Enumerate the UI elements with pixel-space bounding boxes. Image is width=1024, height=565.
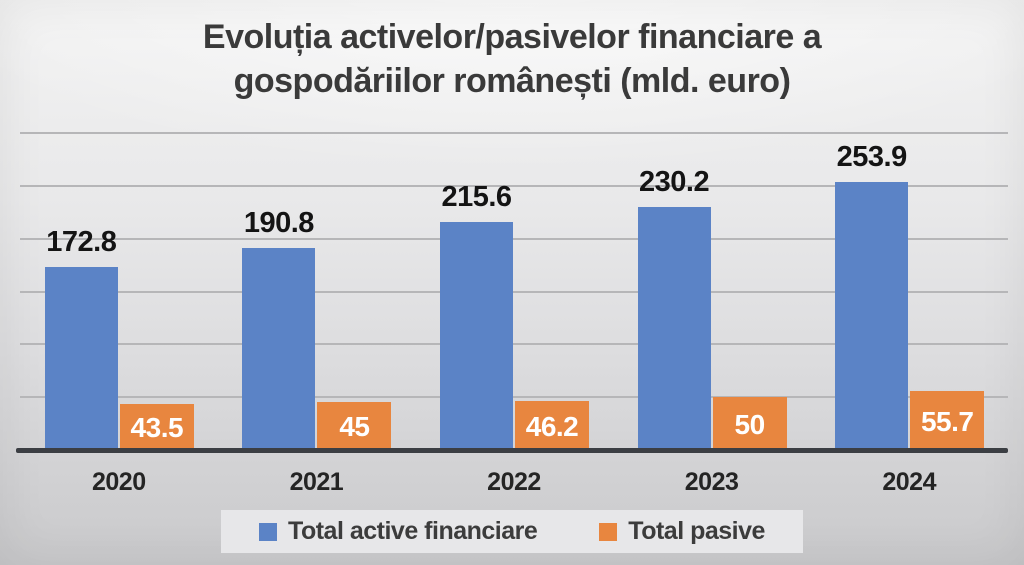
bar-active-2023 bbox=[637, 206, 711, 450]
gridline-200 bbox=[20, 237, 1008, 240]
bar-pasive-2020 bbox=[119, 404, 194, 450]
plot-area: 172.8 43.5 190.8 45 215.6 46.2 230.2 50 253.9 55.… bbox=[20, 132, 1008, 450]
value-label-active-2023: 230.2 bbox=[639, 165, 710, 198]
gridline-250 bbox=[20, 184, 1008, 187]
x-axis-label-2021: 2021 bbox=[289, 468, 344, 496]
x-axis-label-2024: 2024 bbox=[882, 468, 936, 496]
legend-swatch-icon bbox=[259, 522, 278, 541]
value-label-pasive-2021: 45 bbox=[339, 411, 370, 443]
bar-pasive-2023 bbox=[712, 397, 787, 450]
gridline-150 bbox=[20, 290, 1008, 293]
x-axis-label-2022: 2022 bbox=[487, 468, 541, 496]
value-label-pasive-2020: 43.5 bbox=[130, 412, 184, 444]
legend-swatch-icon bbox=[599, 522, 618, 541]
legend-item-0: Total active financiare bbox=[259, 517, 538, 546]
gridline-50 bbox=[20, 396, 1008, 399]
value-label-active-2021: 190.8 bbox=[243, 207, 315, 240]
bar-active-2021 bbox=[242, 248, 316, 450]
legend-item-1: Total pasive bbox=[599, 517, 765, 546]
chart-title: Evoluția activelor/pasivelor financiare … bbox=[202, 18, 822, 100]
legend-label: Total active financiare bbox=[288, 517, 538, 545]
bar-active-2020 bbox=[44, 267, 118, 450]
gridline-300 bbox=[20, 132, 1008, 134]
x-axis-labels: 2020 2021 2022 2023 2024 bbox=[20, 468, 1008, 498]
x-axis-line bbox=[16, 448, 1008, 453]
value-label-pasive-2022: 46.2 bbox=[525, 410, 579, 442]
bar-pasive-2024 bbox=[910, 391, 985, 450]
bar-pasive-2022 bbox=[515, 401, 589, 450]
legend: Total active financiare Total pasive bbox=[221, 510, 803, 553]
value-label-active-2024: 253.9 bbox=[836, 140, 908, 173]
x-axis-label-2020: 2020 bbox=[91, 468, 146, 496]
value-label-pasive-2023: 50 bbox=[734, 408, 766, 440]
bar-active-2022 bbox=[440, 222, 513, 450]
value-label-pasive-2024: 55.7 bbox=[920, 405, 974, 437]
legend-label: Total pasive bbox=[628, 517, 765, 545]
gridline-100 bbox=[20, 343, 1008, 346]
x-axis-label-2023: 2023 bbox=[684, 468, 739, 496]
value-label-active-2022: 215.6 bbox=[441, 181, 512, 214]
bar-pasive-2021 bbox=[317, 402, 392, 450]
value-label-active-2020: 172.8 bbox=[46, 226, 117, 259]
bar-active-2024 bbox=[835, 181, 909, 450]
